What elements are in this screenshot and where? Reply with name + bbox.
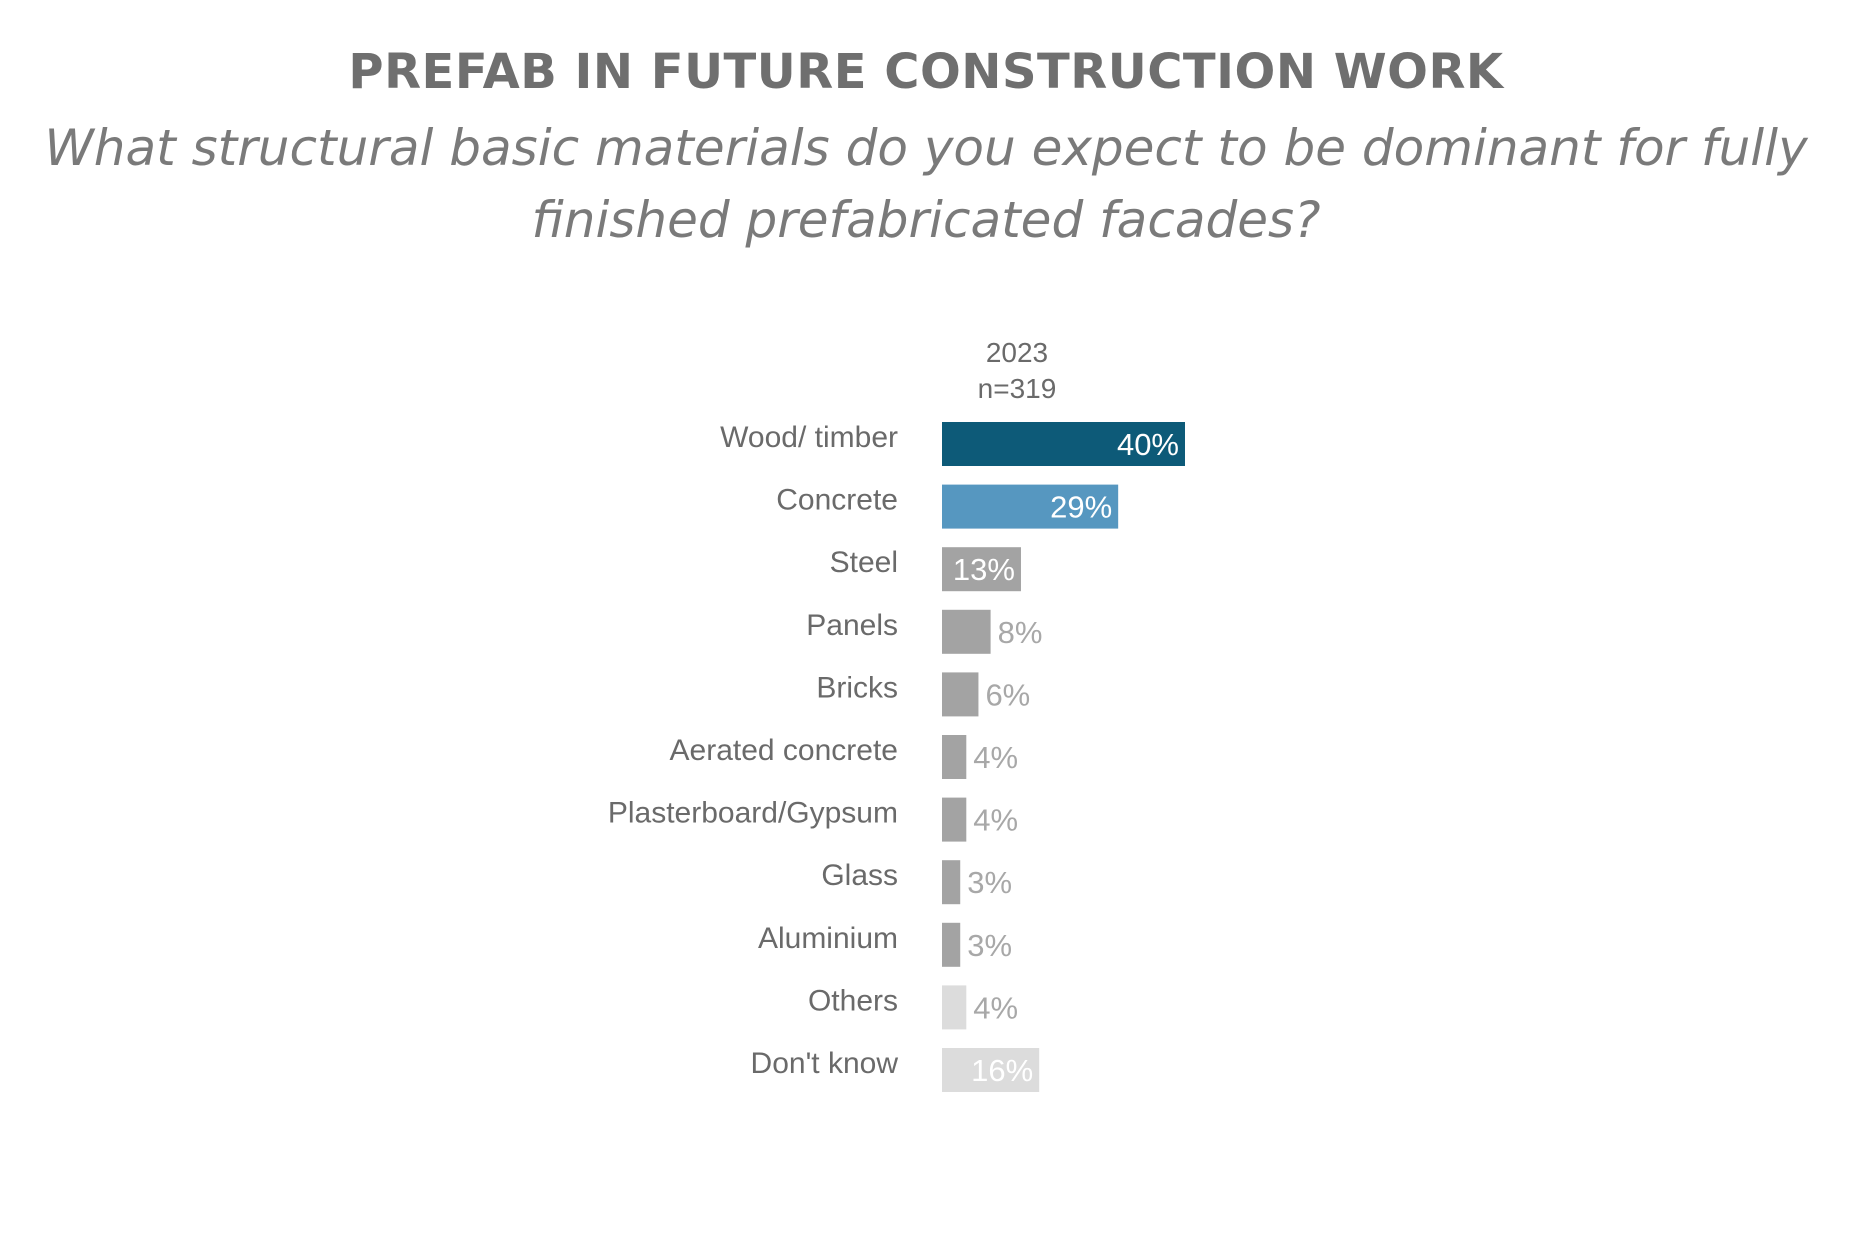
bar <box>942 422 1185 466</box>
series-header-year: 2023 <box>986 337 1048 368</box>
bar <box>942 735 967 779</box>
category-label: Plasterboard/Gypsum <box>608 797 898 830</box>
category-label: Aluminium <box>758 922 898 955</box>
chart-subtitle: What structural basic materials do you e… <box>44 119 1808 249</box>
bar <box>942 1048 1040 1092</box>
bar <box>942 985 967 1030</box>
value-label: 4% <box>973 990 1018 1025</box>
value-label: 29% <box>1050 490 1112 525</box>
value-label: 3% <box>967 865 1012 900</box>
category-label: Don't know <box>751 1047 899 1080</box>
bar <box>942 547 1021 592</box>
bar <box>942 609 991 654</box>
value-label: 4% <box>973 740 1018 775</box>
value-label: 40% <box>1117 427 1179 462</box>
series-header-sample-size: n=319 <box>978 373 1057 404</box>
bar <box>942 672 979 717</box>
value-label: 4% <box>973 803 1018 838</box>
value-label: 8% <box>998 615 1043 650</box>
bar <box>942 797 967 842</box>
category-label: Aerated concrete <box>670 734 898 767</box>
bar <box>942 922 961 967</box>
category-label: Wood/ timber <box>720 421 898 454</box>
category-label: Panels <box>806 609 898 642</box>
category-label: Bricks <box>816 671 898 704</box>
value-label: 6% <box>985 677 1030 712</box>
value-label: 3% <box>967 928 1012 963</box>
value-label: 16% <box>971 1053 1033 1088</box>
category-label: Glass <box>821 859 898 892</box>
category-label: Concrete <box>776 484 898 517</box>
value-label: 13% <box>953 552 1015 587</box>
category-label: Steel <box>830 546 898 579</box>
bar <box>942 484 1119 529</box>
category-label: Others <box>808 984 898 1017</box>
bar <box>942 860 961 905</box>
chart-title: PREFAB IN FUTURE CONSTRUCTION WORK <box>348 44 1504 100</box>
bars-layer: Wood/ timber 40% Concrete 29% Steel 13% Panels… <box>608 421 1185 1092</box>
